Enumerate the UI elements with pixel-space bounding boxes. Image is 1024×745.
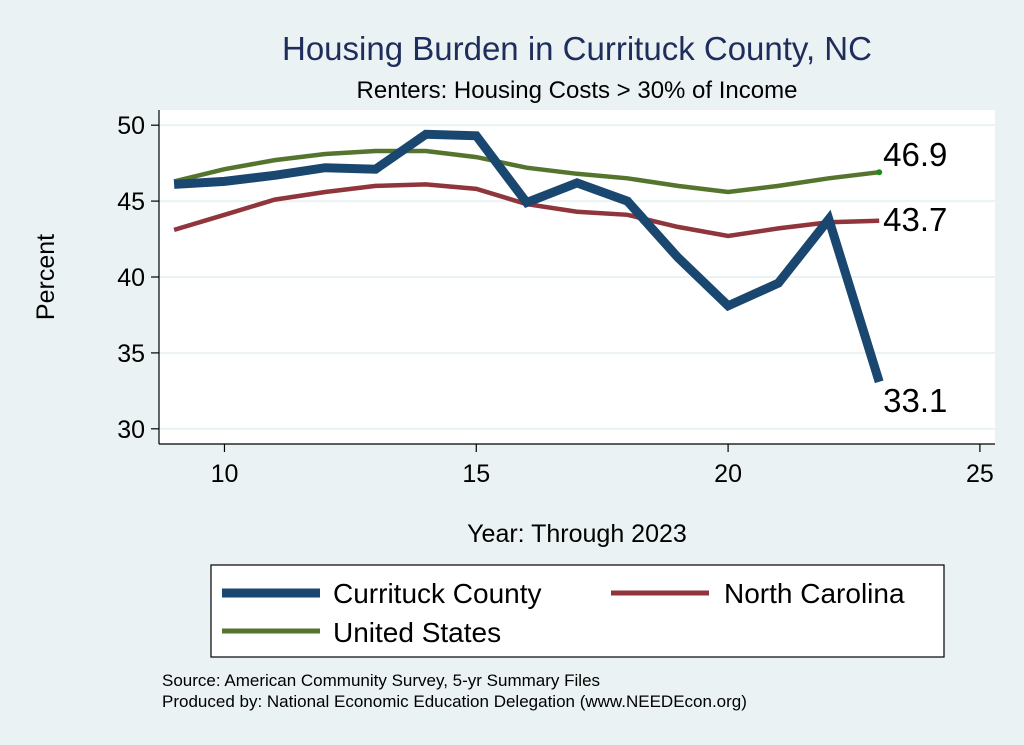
series-line-currituck-county bbox=[173, 129, 884, 384]
legend-label-currituck: Currituck County bbox=[333, 578, 542, 609]
end-label-currituck-county: 33.1 bbox=[883, 382, 947, 419]
x-tick-label: 10 bbox=[211, 460, 239, 488]
legend: Currituck County North Carolina United S… bbox=[210, 564, 945, 658]
legend-box bbox=[210, 564, 945, 658]
series-line-united-states bbox=[173, 148, 880, 195]
y-tick-label: 35 bbox=[117, 340, 145, 368]
end-marker-united-states bbox=[876, 169, 883, 176]
y-tick-label: 45 bbox=[117, 188, 145, 216]
produced-by-note: Produced by: National Economic Education… bbox=[162, 692, 747, 711]
y-tick-label: 50 bbox=[117, 112, 145, 140]
legend-label-north-carolina: North Carolina bbox=[724, 578, 905, 609]
x-tick-label: 20 bbox=[714, 460, 742, 488]
source-note: Source: American Community Survey, 5-yr … bbox=[162, 671, 600, 690]
chart-title: Housing Burden in Currituck County, NC bbox=[282, 30, 872, 67]
x-tick-label: 25 bbox=[966, 460, 994, 488]
y-axis-title: Percent bbox=[32, 234, 60, 320]
axis-layer: 30 35 40 45 50 10 15 20 25 bbox=[117, 110, 995, 488]
x-tick-label: 15 bbox=[462, 460, 490, 488]
x-axis-title: Year: Through 2023 bbox=[467, 520, 687, 548]
end-label-layer: 33.1 43.7 46.9 bbox=[876, 136, 947, 419]
legend-label-united-states: United States bbox=[333, 617, 501, 648]
end-label-united-states: 46.9 bbox=[883, 136, 947, 173]
grid-layer bbox=[159, 124, 995, 430]
end-label-north-carolina: 43.7 bbox=[883, 201, 947, 238]
chart-subtitle: Renters: Housing Costs > 30% of Income bbox=[357, 77, 798, 104]
series-layer bbox=[173, 129, 884, 384]
y-tick-label: 40 bbox=[117, 264, 145, 292]
y-tick-label: 30 bbox=[117, 416, 145, 444]
